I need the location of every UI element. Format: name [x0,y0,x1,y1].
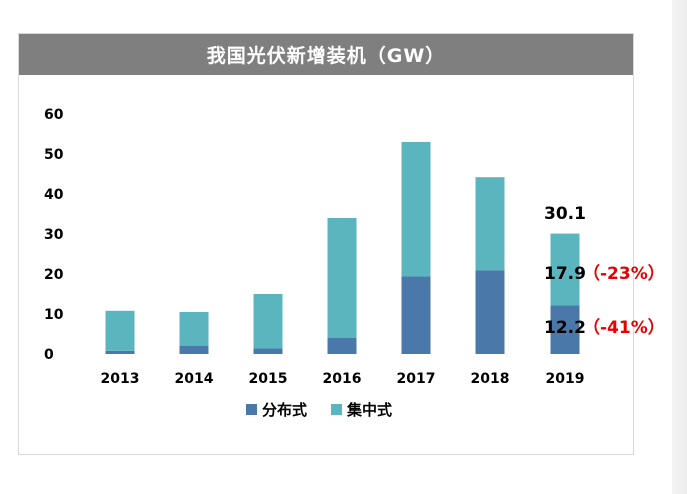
bar-centralized-2017 [401,142,431,277]
x-tick-label: 2019 [546,371,585,387]
y-tick-label: 0 [44,347,54,363]
bar-distributed-2017 [401,276,431,354]
legend-swatch-distributed [246,404,257,415]
legend-swatch-centralized [331,404,342,415]
bar-distributed-2014 [179,346,209,354]
distributed-value-2019: 12.2 [544,318,586,338]
bar-distributed-2016 [327,338,357,354]
bar-centralized-2018 [475,177,505,271]
x-tick-label: 2015 [249,371,288,387]
bar-centralized-2016 [327,218,357,338]
distributed-change-2019: （-41%） [583,317,665,338]
y-tick-label: 30 [44,227,64,243]
total-label-2019: 30.1 [544,204,586,224]
y-tick-label: 50 [44,147,64,163]
x-tick-label: 2014 [175,371,214,387]
bar-distributed-2019 [550,305,580,354]
bar-centralized-2013 [105,310,135,351]
x-tick-label: 2013 [101,371,140,387]
y-tick-label: 40 [44,187,64,203]
bar-distributed-2018 [475,270,505,354]
legend-label-centralized: 集中式 [346,401,392,419]
page-edge-shadow [672,0,687,494]
y-tick-label: 10 [44,307,64,323]
bar-distributed-2013 [105,350,135,354]
y-tick-label: 60 [44,107,64,123]
x-tick-label: 2017 [397,371,436,387]
x-tick-label: 2016 [323,371,362,387]
bar-centralized-2014 [179,312,209,346]
chart-title: 我国光伏新增装机（GW） [19,34,633,75]
bar-distributed-2015 [253,348,283,354]
centralized-value-2019: 17.9 [544,264,586,284]
bar-centralized-2015 [253,294,283,349]
chart-frame: 我国光伏新增装机（GW） [18,33,634,455]
bar-centralized-2019 [550,233,580,306]
legend-label-distributed: 分布式 [262,401,307,419]
y-tick-label: 20 [44,267,64,283]
centralized-change-2019: （-23%） [583,263,665,284]
x-tick-label: 2018 [471,371,510,387]
